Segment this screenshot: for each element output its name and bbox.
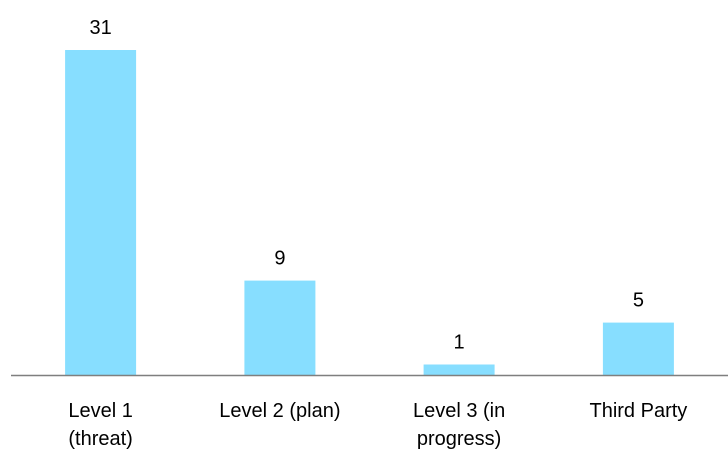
- category-labels-group: Level 1 (threat) Level 2 (plan) Level 3 (in…: [68, 400, 687, 449]
- category-label-line: (threat): [68, 428, 132, 449]
- category-label-line: Level 2 (plan): [219, 400, 340, 422]
- data-label-3: 1: [454, 332, 465, 354]
- bar-4: [602, 322, 674, 375]
- category-label-4: Third Party: [589, 400, 687, 422]
- category-label-3: Level 3 (in progress): [413, 400, 505, 449]
- category-label-line: Level 1: [68, 400, 133, 422]
- data-label-2: 9: [274, 248, 285, 270]
- data-label-4: 5: [633, 290, 644, 312]
- category-label-2: Level 2 (plan): [219, 400, 340, 422]
- category-label-1: Level 1 (threat): [68, 400, 133, 449]
- data-labels-group: 31 9 1 5: [89, 17, 643, 354]
- bar-3: [423, 364, 495, 375]
- bar-1: [65, 50, 137, 375]
- category-label-line: progress): [417, 428, 501, 449]
- category-label-line: Third Party: [589, 400, 687, 422]
- bars-group: [65, 50, 674, 375]
- data-label-1: 31: [89, 17, 111, 39]
- bar-2: [244, 280, 316, 375]
- category-label-line: Level 3 (in: [413, 400, 505, 422]
